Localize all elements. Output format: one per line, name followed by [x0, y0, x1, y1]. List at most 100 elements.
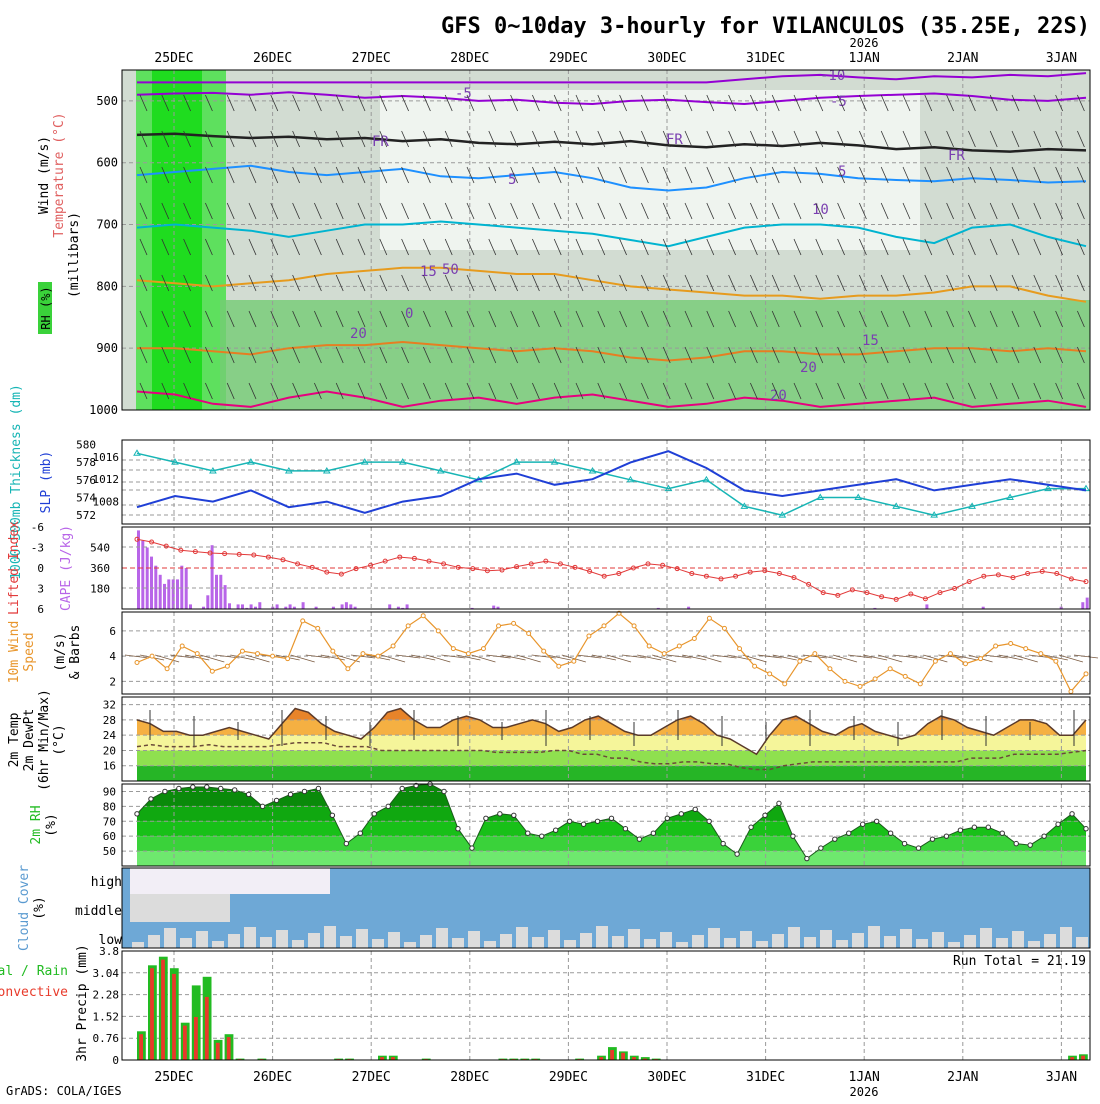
lifted-index-tick-label: -3: [31, 542, 44, 555]
wind-tick-label: 6: [109, 625, 116, 638]
isotherm-line: [137, 340, 1087, 362]
wind-speed-marker: [435, 628, 441, 634]
instability-frame: [121, 526, 1091, 610]
upper-air-units-ylabel: (millibars): [67, 212, 82, 298]
wind-barb: [859, 382, 867, 400]
cape-ylabel-group: CAPE (J/kg): [59, 525, 74, 611]
precip-total-bar: [640, 1057, 650, 1060]
rh-marker: [985, 824, 992, 830]
lifted-index-marker: [280, 557, 286, 563]
wind-barb-10m: [787, 654, 812, 663]
wind-barb-10m: [155, 654, 180, 663]
temp-band: [137, 750, 1086, 766]
wind-barb: [510, 94, 518, 112]
wind-barb: [379, 94, 388, 112]
wind-barb: [641, 166, 649, 184]
precip-convective-bar: [172, 973, 176, 1060]
wind-barb: [902, 310, 911, 328]
wind-barb-10m: [290, 654, 315, 663]
wind-barb: [880, 346, 889, 364]
wind-barb: [946, 346, 954, 364]
precip-convective-bar: [150, 968, 154, 1060]
wind-barb: [684, 202, 693, 220]
wind-barb: [837, 130, 845, 148]
wind-barb: [706, 166, 715, 184]
pressure-tick-label: 900: [96, 341, 118, 355]
cape-bar: [154, 565, 158, 609]
thickness-marker: [588, 466, 597, 474]
precip-tick-label: 3.04: [93, 967, 120, 980]
lifted-index-marker: [937, 590, 943, 596]
wind-barb-10m: [938, 654, 963, 659]
wind-barb: [946, 274, 954, 292]
wind-barb: [532, 238, 540, 256]
cloud-low-bar: [308, 933, 320, 948]
wind-barb: [1033, 382, 1042, 400]
pressure-tick-label: 600: [96, 156, 118, 170]
wind-barb: [728, 274, 736, 292]
rh-marker: [818, 845, 824, 851]
wind-speed-marker: [721, 625, 727, 631]
wind-barb: [139, 94, 148, 112]
cape-bar: [163, 583, 166, 609]
wind-speed-marker: [571, 658, 577, 664]
rh-marker: [720, 840, 726, 847]
wind-barb: [226, 382, 235, 400]
lifted-index-marker: [149, 539, 155, 545]
cloud-low-bar: [884, 936, 896, 948]
cape-bar: [150, 556, 153, 609]
rh-marker: [287, 791, 294, 798]
rh-marker: [273, 797, 280, 804]
wind-speed-marker: [842, 678, 848, 684]
wind-barb: [880, 310, 889, 328]
wind-barb: [379, 310, 388, 328]
wind-barb: [270, 382, 279, 400]
wind-barb: [1011, 202, 1020, 220]
rh-marker: [1055, 821, 1061, 827]
contour-label: -5: [455, 86, 472, 102]
cloud-low-bar: [180, 938, 192, 948]
rh-band: [137, 784, 1086, 807]
wind-barb: [357, 166, 366, 184]
wind-barb: [553, 238, 562, 256]
wind-barb: [1055, 202, 1063, 220]
wind-barb: [597, 382, 606, 400]
wind-barb: [423, 238, 431, 256]
cape-bar: [180, 565, 184, 609]
cloud-low-bar: [596, 926, 608, 948]
wind-barb-10m: [516, 654, 541, 663]
wind-barb: [728, 310, 736, 328]
wind-barb: [532, 310, 540, 328]
cape-tick-label: 540: [90, 542, 110, 555]
wind-barb: [161, 346, 170, 364]
rh-marker: [371, 811, 377, 817]
rh-marker: [483, 815, 489, 821]
rh2m-ylabel: (%): [44, 813, 59, 836]
wind10m-units-ylabel: & Barbs: [68, 625, 83, 680]
wind-barb: [205, 130, 213, 148]
wind-barb: [1077, 166, 1085, 184]
wind-barb-10m: [230, 654, 255, 661]
rh-marker: [245, 791, 252, 798]
cape-bar: [687, 606, 691, 609]
wind-barb: [248, 202, 257, 220]
rh-marker: [525, 830, 531, 836]
wind-barb: [466, 166, 475, 184]
lifted-index-marker: [265, 554, 271, 560]
wind-barb: [292, 382, 300, 400]
cape-bar: [396, 606, 400, 609]
wind-barb: [946, 238, 954, 256]
wind-barb: [357, 310, 366, 328]
wind-barb: [706, 382, 715, 400]
wind-barb: [968, 130, 976, 148]
wind-barb-10m: [200, 654, 225, 663]
wind-barb: [139, 166, 148, 184]
wind-barb-10m: [531, 654, 556, 659]
wind-barb: [597, 346, 606, 364]
wind-barb: [183, 94, 191, 112]
cloud-low-bar: [772, 934, 784, 948]
lifted-index-marker: [966, 579, 972, 585]
thickness-tick-label: 576: [76, 474, 96, 487]
wind-barb: [968, 382, 976, 400]
rh-marker: [259, 803, 266, 810]
